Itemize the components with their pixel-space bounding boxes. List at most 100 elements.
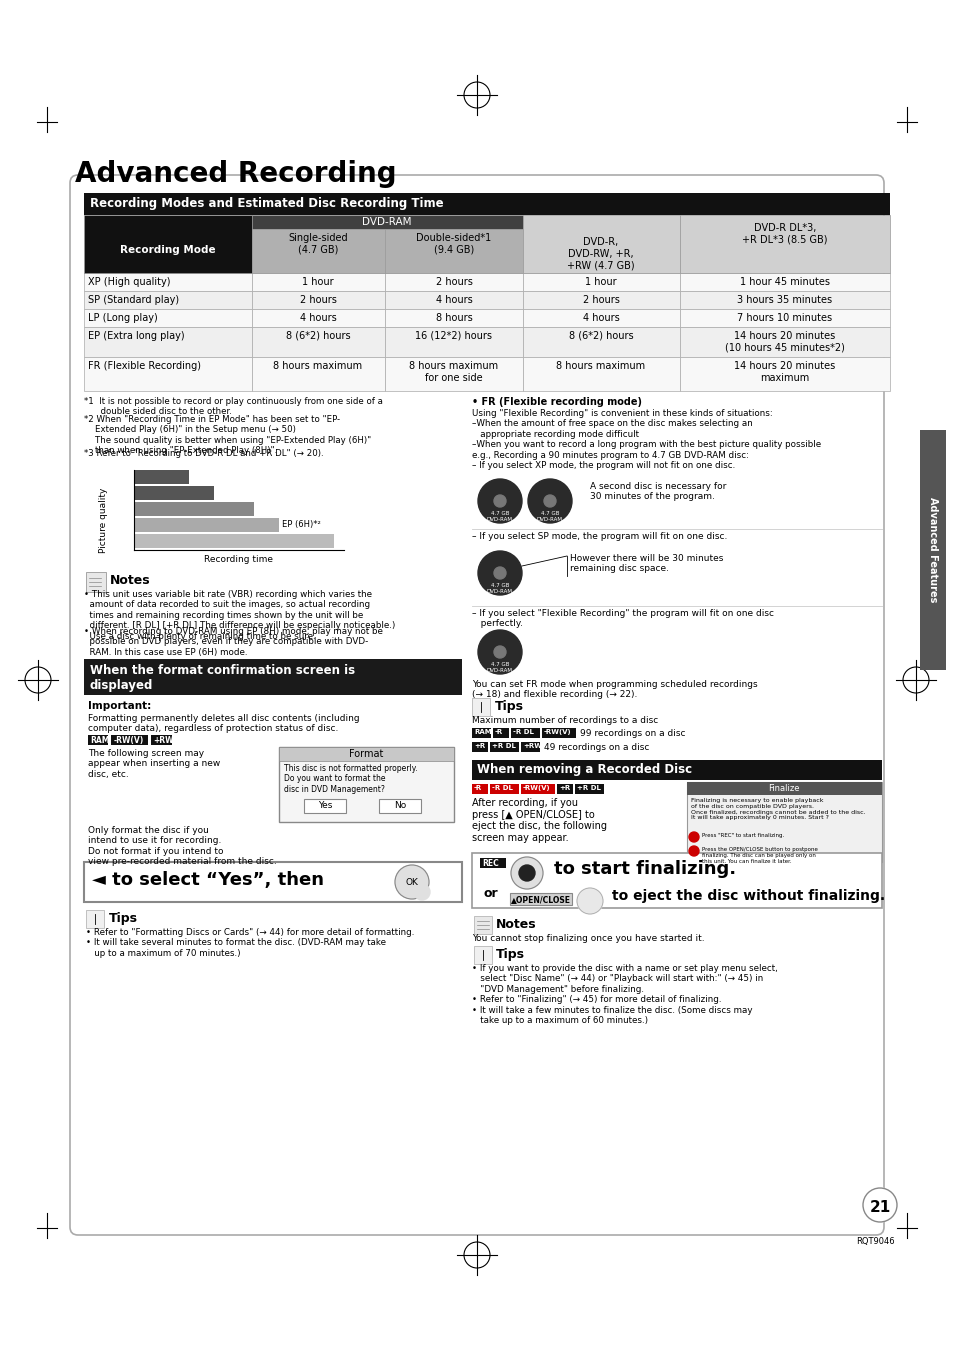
Text: 49 recordings on a disc: 49 recordings on a disc bbox=[543, 743, 649, 753]
Text: RAM: RAM bbox=[90, 736, 110, 744]
Circle shape bbox=[688, 846, 699, 857]
Text: -RW(V): -RW(V) bbox=[113, 736, 144, 744]
Text: SP (Standard play): SP (Standard play) bbox=[88, 295, 179, 305]
FancyBboxPatch shape bbox=[472, 742, 488, 753]
Text: Only format the disc if you
intend to use it for recording.
Do not format if you: Only format the disc if you intend to us… bbox=[88, 825, 276, 866]
Circle shape bbox=[511, 857, 542, 889]
Text: Notes: Notes bbox=[496, 917, 536, 931]
Text: Notes: Notes bbox=[110, 574, 151, 586]
FancyBboxPatch shape bbox=[679, 215, 889, 273]
Text: 14 hours 20 minutes
maximum: 14 hours 20 minutes maximum bbox=[734, 361, 835, 382]
Text: +R: +R bbox=[474, 743, 485, 748]
Text: Advanced Recording: Advanced Recording bbox=[75, 159, 396, 188]
Circle shape bbox=[477, 551, 521, 594]
Text: *3 Refer to "Recording to DVD-R DL and +R DL" (→ 20).: *3 Refer to "Recording to DVD-R DL and +… bbox=[84, 449, 323, 458]
FancyBboxPatch shape bbox=[84, 215, 252, 273]
Text: After recording, if you
press [▲ OPEN/CLOSE] to
eject the disc, the following
sc: After recording, if you press [▲ OPEN/CL… bbox=[472, 798, 606, 843]
Text: -R: -R bbox=[495, 730, 503, 735]
FancyBboxPatch shape bbox=[84, 290, 252, 309]
Text: 8 hours maximum: 8 hours maximum bbox=[274, 361, 362, 372]
Circle shape bbox=[494, 494, 505, 507]
FancyBboxPatch shape bbox=[510, 893, 572, 905]
FancyBboxPatch shape bbox=[133, 470, 189, 484]
Text: LP (Long play): LP (Long play) bbox=[88, 313, 157, 323]
FancyBboxPatch shape bbox=[86, 911, 104, 928]
Text: 21: 21 bbox=[868, 1200, 890, 1215]
FancyBboxPatch shape bbox=[70, 176, 883, 1235]
Text: • FR (Flexible recording mode): • FR (Flexible recording mode) bbox=[472, 397, 641, 407]
Text: EP (6H)*²: EP (6H)*² bbox=[282, 520, 320, 530]
FancyBboxPatch shape bbox=[385, 230, 522, 273]
Text: +R DL: +R DL bbox=[492, 743, 516, 748]
FancyBboxPatch shape bbox=[84, 273, 252, 290]
FancyBboxPatch shape bbox=[112, 735, 149, 744]
Text: However there will be 30 minutes
remaining disc space.: However there will be 30 minutes remaini… bbox=[569, 554, 722, 573]
Text: ▲OPEN/CLOSE: ▲OPEN/CLOSE bbox=[511, 894, 571, 904]
Text: -R: -R bbox=[474, 785, 482, 790]
Text: 4 hours: 4 hours bbox=[582, 313, 618, 323]
FancyBboxPatch shape bbox=[522, 273, 679, 290]
FancyBboxPatch shape bbox=[474, 946, 492, 965]
Text: You can set FR mode when programming scheduled recordings
(→ 18) and flexible re: You can set FR mode when programming sch… bbox=[472, 680, 757, 700]
FancyBboxPatch shape bbox=[385, 290, 522, 309]
Text: DVD-R,
DVD-RW, +R,
+RW (4.7 GB): DVD-R, DVD-RW, +R, +RW (4.7 GB) bbox=[567, 236, 634, 270]
Text: DVD-RAM: DVD-RAM bbox=[362, 218, 412, 227]
Text: 16 (12*2) hours: 16 (12*2) hours bbox=[416, 331, 492, 340]
Text: or: or bbox=[483, 888, 498, 900]
FancyBboxPatch shape bbox=[385, 327, 522, 357]
Text: Maximum number of recordings to a disc: Maximum number of recordings to a disc bbox=[472, 716, 658, 725]
Text: to start finalizing.: to start finalizing. bbox=[554, 861, 736, 878]
Text: +R: +R bbox=[558, 785, 570, 790]
FancyBboxPatch shape bbox=[304, 798, 346, 813]
FancyBboxPatch shape bbox=[520, 742, 539, 753]
Circle shape bbox=[395, 865, 429, 898]
FancyBboxPatch shape bbox=[252, 327, 385, 357]
Text: -R DL: -R DL bbox=[513, 730, 534, 735]
Text: *1  It is not possible to record or play continuously from one side of a
      d: *1 It is not possible to record or play … bbox=[84, 397, 382, 416]
Text: 4.7 GB
DVD-RAM: 4.7 GB DVD-RAM bbox=[486, 584, 513, 594]
Text: OK: OK bbox=[405, 878, 418, 888]
FancyBboxPatch shape bbox=[522, 309, 679, 327]
FancyBboxPatch shape bbox=[686, 782, 882, 794]
FancyBboxPatch shape bbox=[557, 784, 573, 794]
Text: Tips: Tips bbox=[496, 948, 524, 961]
Text: Double-sided*1
(9.4 GB): Double-sided*1 (9.4 GB) bbox=[416, 232, 491, 254]
FancyBboxPatch shape bbox=[541, 728, 576, 738]
FancyBboxPatch shape bbox=[686, 782, 882, 862]
FancyBboxPatch shape bbox=[490, 742, 518, 753]
Text: 1 hour: 1 hour bbox=[584, 277, 617, 286]
FancyBboxPatch shape bbox=[511, 728, 539, 738]
Text: Recording time: Recording time bbox=[204, 555, 274, 563]
Circle shape bbox=[494, 646, 505, 658]
Circle shape bbox=[543, 494, 556, 507]
Text: 4.7 GB
DVD-RAM: 4.7 GB DVD-RAM bbox=[486, 662, 513, 673]
Text: Press "REC" to start finalizing.: Press "REC" to start finalizing. bbox=[701, 834, 783, 838]
Text: Formatting permanently deletes all disc contents (including
computer data), rega: Formatting permanently deletes all disc … bbox=[88, 713, 359, 734]
FancyBboxPatch shape bbox=[472, 852, 882, 908]
Text: Recording Modes and Estimated Disc Recording Time: Recording Modes and Estimated Disc Recor… bbox=[90, 197, 443, 209]
FancyBboxPatch shape bbox=[472, 761, 882, 780]
Text: Using "Flexible Recording" is convenient in these kinds of situations:
–When the: Using "Flexible Recording" is convenient… bbox=[472, 409, 821, 470]
Text: 8 hours: 8 hours bbox=[436, 313, 472, 323]
Text: 3 hours 35 minutes: 3 hours 35 minutes bbox=[737, 295, 832, 305]
FancyBboxPatch shape bbox=[493, 728, 509, 738]
FancyBboxPatch shape bbox=[385, 273, 522, 290]
FancyBboxPatch shape bbox=[278, 747, 454, 821]
FancyBboxPatch shape bbox=[472, 784, 488, 794]
Text: 4 hours: 4 hours bbox=[299, 313, 336, 323]
Text: Tips: Tips bbox=[109, 912, 138, 925]
Text: FR (Flexible Recording): FR (Flexible Recording) bbox=[88, 361, 201, 372]
FancyBboxPatch shape bbox=[490, 784, 518, 794]
Circle shape bbox=[688, 832, 699, 842]
Text: EP (Extra long play): EP (Extra long play) bbox=[88, 331, 185, 340]
Text: 4.7 GB
DVD-RAM: 4.7 GB DVD-RAM bbox=[486, 511, 513, 521]
FancyBboxPatch shape bbox=[522, 357, 679, 390]
Text: Important:: Important: bbox=[88, 701, 152, 711]
Text: 2 hours: 2 hours bbox=[436, 277, 472, 286]
Text: 4 hours: 4 hours bbox=[436, 295, 472, 305]
Text: *2 When "Recording Time in EP Mode" has been set to "EP-
    Extended Play (6H)": *2 When "Recording Time in EP Mode" has … bbox=[84, 415, 371, 455]
Text: Finalizing is necessary to enable playback
of the disc on compatible DVD players: Finalizing is necessary to enable playba… bbox=[690, 798, 864, 820]
Text: – If you select SP mode, the program will fit on one disc.: – If you select SP mode, the program wil… bbox=[472, 532, 726, 540]
Text: +RW: +RW bbox=[153, 736, 173, 744]
Text: When the format confirmation screen is
displayed: When the format confirmation screen is d… bbox=[90, 663, 355, 692]
